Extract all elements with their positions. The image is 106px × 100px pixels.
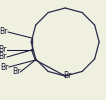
Text: Br: Br [64,70,72,80]
Text: Br: Br [12,68,20,76]
Text: Br: Br [0,52,7,62]
Text: Br: Br [0,46,7,54]
Text: Br: Br [0,28,8,36]
Text: Br: Br [1,62,9,72]
